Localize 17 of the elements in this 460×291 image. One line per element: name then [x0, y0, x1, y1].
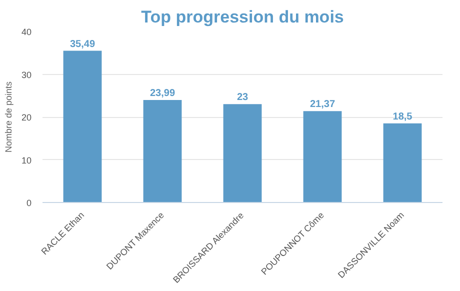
data-label: 35,49: [70, 38, 96, 50]
data-label: 23: [236, 92, 248, 104]
y-tick-label: 10: [21, 155, 32, 166]
bar: [143, 100, 182, 202]
y-tick-label: 30: [21, 70, 32, 80]
y-tick-label: 0: [26, 198, 32, 208]
y-tick-label: 20: [21, 112, 32, 122]
bar: [303, 111, 342, 202]
data-label: 23,99: [150, 88, 176, 99]
y-axis-title: Nombre de points: [3, 80, 14, 153]
data-label: 18,5: [392, 111, 413, 122]
bar: [223, 104, 262, 202]
bar: [63, 50, 102, 202]
data-label: 21,37: [310, 99, 336, 110]
bar: [383, 123, 422, 202]
y-tick-label: 40: [21, 27, 32, 37]
chart-title: Top progression du mois: [141, 8, 344, 26]
